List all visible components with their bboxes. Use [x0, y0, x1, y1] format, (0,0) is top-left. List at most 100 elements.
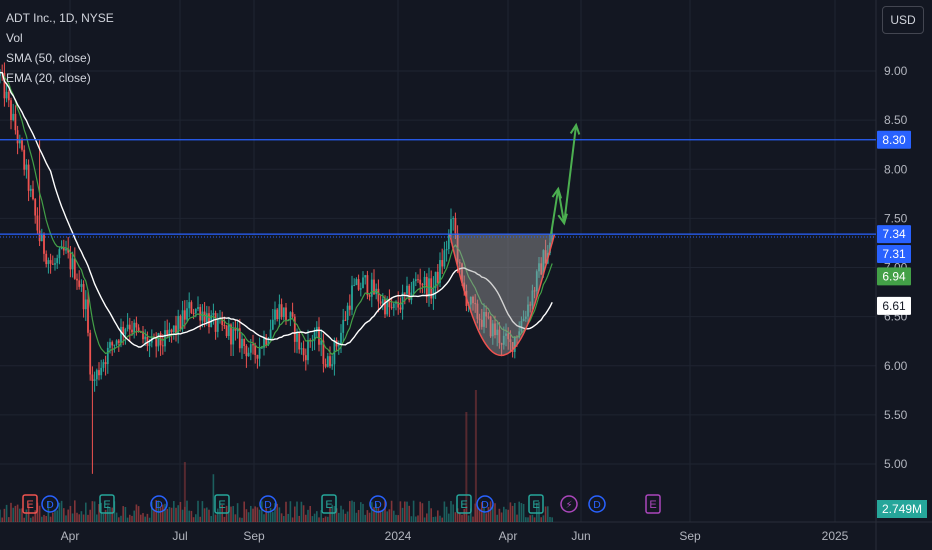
candle-body	[25, 164, 28, 170]
y-tick-label: 6.00	[884, 359, 908, 373]
volume-bar	[421, 503, 424, 522]
lightning-icon	[560, 495, 578, 513]
candle-body	[300, 348, 303, 350]
volume-bar	[142, 513, 144, 522]
volume-bar	[373, 507, 375, 522]
dividend-marker[interactable]: D	[476, 495, 494, 513]
earnings-marker[interactable]: E	[528, 494, 544, 514]
candle-body	[551, 235, 554, 243]
currency-button[interactable]: USD	[882, 6, 924, 34]
candle-body	[201, 311, 204, 321]
dividend-marker[interactable]: D	[150, 495, 168, 513]
price-label-bg	[877, 130, 911, 149]
candle-body	[148, 342, 151, 347]
volume-indicator-label[interactable]: Vol	[6, 31, 23, 45]
earnings-marker[interactable]: E	[214, 494, 230, 514]
volume-bar	[63, 508, 65, 522]
candle-body	[98, 370, 100, 376]
volume-bar	[357, 510, 360, 522]
dividend-marker[interactable]: D	[259, 495, 277, 513]
candle-body	[544, 250, 547, 264]
candle-body	[397, 301, 400, 308]
cup-curve	[448, 233, 556, 357]
candle-body	[203, 311, 206, 323]
volume-bar	[366, 510, 369, 522]
candle-body	[168, 329, 171, 335]
volume-bar	[118, 517, 120, 522]
volume-bar	[195, 514, 197, 522]
candle-body	[78, 280, 81, 287]
volume-bar	[115, 512, 118, 522]
candle-body	[483, 311, 485, 327]
volume-bar	[225, 505, 228, 522]
volume-bar	[404, 501, 406, 522]
volume-bar	[401, 507, 404, 522]
candle-body	[329, 356, 331, 367]
volume-bar	[419, 501, 421, 522]
volume-bar	[254, 506, 256, 522]
earnings-marker[interactable]: E	[99, 494, 115, 514]
candle-body	[192, 312, 195, 314]
volume-bar	[208, 509, 210, 522]
chart-legend: ADT Inc., 1D, NYSE Vol SMA (50, close) E…	[6, 8, 114, 88]
dividend-marker[interactable]: D	[41, 495, 59, 513]
candle-body	[529, 304, 532, 306]
dividend-marker[interactable]: D	[369, 495, 387, 513]
volume-bar	[210, 516, 212, 522]
candle-body	[447, 233, 450, 250]
x-tick-label: Sep	[243, 529, 265, 543]
volume-bar	[544, 506, 547, 522]
price-label: 7.31	[882, 247, 906, 261]
volume-bar	[21, 508, 23, 522]
candle-body	[109, 342, 111, 348]
volume-bar	[465, 412, 468, 522]
candle-body	[155, 336, 158, 347]
candle-body	[197, 307, 199, 309]
volume-bar	[349, 501, 351, 522]
candle-body	[58, 249, 61, 259]
volume-bar	[133, 510, 135, 522]
candle-body	[348, 305, 351, 310]
candle-body	[274, 309, 276, 320]
volume-bar	[386, 511, 388, 522]
earnings-marker[interactable]: E	[456, 494, 472, 514]
sma-indicator-label[interactable]: SMA (50, close)	[6, 51, 91, 65]
candle-body	[243, 338, 246, 346]
volume-bar	[223, 516, 226, 522]
earnings-marker[interactable]: E	[321, 494, 337, 514]
split-marker[interactable]: ⚡	[560, 495, 578, 513]
volume-bar	[230, 506, 232, 522]
arrow-head	[557, 213, 568, 226]
volume-bar	[368, 512, 371, 522]
symbol-title[interactable]: ADT Inc., 1D, NYSE	[6, 11, 114, 25]
candle-body	[100, 367, 103, 376]
volume-label: 2.749M	[882, 502, 922, 516]
volume-bar	[456, 508, 459, 522]
volume-bar	[175, 507, 177, 522]
candle-body	[302, 348, 305, 356]
dividend-marker[interactable]: D	[588, 495, 606, 513]
candle-body	[51, 263, 54, 265]
candle-body	[170, 329, 173, 333]
earnings-icon	[99, 494, 115, 514]
candle-body	[172, 325, 175, 333]
volume-bar	[104, 509, 107, 522]
earnings-marker[interactable]: E	[645, 494, 661, 514]
event-icon-label: D	[481, 500, 489, 511]
volume-bar	[111, 507, 113, 522]
volume-bar	[80, 511, 83, 522]
candle-body	[252, 344, 254, 346]
ema-indicator-label[interactable]: EMA (20, close)	[6, 71, 91, 85]
earnings-icon-label: E	[218, 499, 225, 511]
volume-bar	[439, 515, 441, 522]
volume-bar	[76, 512, 78, 522]
volume-bar	[23, 517, 25, 522]
candle-body	[511, 342, 514, 352]
earnings-marker[interactable]: E	[22, 494, 38, 514]
candle-body	[106, 347, 109, 365]
volume-bar	[219, 506, 221, 522]
candle-body	[373, 279, 375, 295]
volume-bar	[269, 507, 272, 522]
volume-bar	[408, 505, 410, 522]
